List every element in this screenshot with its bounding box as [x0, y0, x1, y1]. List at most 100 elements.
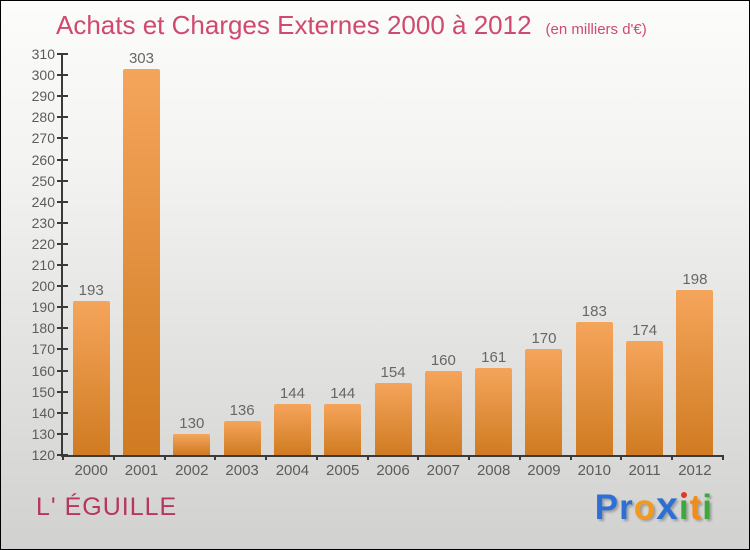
x-tick-label: 2002	[175, 462, 209, 479]
bar	[475, 368, 513, 455]
bar-value-label: 174	[632, 322, 658, 340]
x-tick-label: 2010	[577, 462, 611, 479]
bar-value-label: 303	[128, 49, 154, 67]
bar-slot: 160	[418, 54, 468, 455]
bars-container: 193 303 130 136 144 144 154 160 161 170 183 174 198	[63, 50, 723, 455]
y-tick-label: 160	[31, 362, 55, 379]
x-axis-tick	[214, 455, 217, 460]
bar-value-label: 193	[78, 281, 104, 299]
bar-value-label: 170	[531, 330, 557, 348]
x-axis-tick	[366, 455, 369, 460]
x-axis-tick	[569, 455, 572, 460]
bar	[223, 421, 261, 455]
bar	[173, 433, 211, 455]
commune-name: L' ÉGUILLE	[36, 493, 178, 521]
x-axis-tick	[417, 455, 420, 460]
y-tick-label: 200	[31, 278, 55, 295]
chart-title: Achats et Charges Externes 2000 à 2012	[56, 10, 532, 40]
y-axis-tick	[57, 327, 68, 330]
x-axis-tick	[468, 455, 471, 460]
x-tick-label: 2003	[225, 462, 259, 479]
logo-letter: i	[702, 488, 713, 527]
y-axis-tick	[57, 390, 68, 393]
x-axis-tick	[722, 455, 724, 460]
bar	[72, 300, 110, 455]
y-axis-tick	[57, 285, 68, 288]
bar-slot: 161	[469, 54, 519, 455]
bar-slot: 144	[267, 54, 317, 455]
bar	[575, 322, 613, 455]
bar-value-label: 136	[229, 402, 255, 420]
chart-subtitle: (en milliers d'€)	[545, 21, 647, 38]
bar-value-label: 161	[481, 349, 507, 367]
logo-letter: ı	[678, 488, 690, 527]
x-axis-tick	[315, 455, 318, 460]
y-tick-label: 210	[31, 257, 55, 274]
bar	[525, 349, 563, 455]
x-tick-label: 2004	[275, 462, 310, 479]
bar	[324, 404, 362, 455]
y-axis-tick	[57, 53, 68, 55]
x-tick-label: 2008	[476, 462, 511, 479]
y-axis-tick	[57, 411, 68, 414]
logo-i-dot	[681, 492, 688, 498]
bar-chart-plot: 193 303 130 136 144 144 154 160 161 170 183 174 198 …	[32, 46, 724, 479]
y-tick-label: 300	[31, 67, 55, 84]
y-tick-label: 270	[31, 130, 55, 147]
x-axis-tick	[518, 455, 521, 460]
bar-value-label: 154	[380, 364, 406, 382]
x-axis-tick	[265, 455, 268, 460]
bar	[676, 290, 714, 455]
x-axis-tick	[112, 455, 115, 460]
x-tick-label: 2001	[124, 462, 159, 479]
bar	[122, 68, 160, 455]
bar-value-label: 144	[330, 385, 356, 403]
y-tick-label: 170	[31, 341, 55, 358]
y-axis-tick	[57, 95, 68, 98]
bar-value-label: 183	[581, 303, 607, 321]
bar-value-label: 130	[179, 414, 205, 432]
y-tick-label: 140	[31, 404, 55, 421]
y-axis-tick	[57, 74, 68, 77]
bar	[424, 370, 462, 455]
logo-letter: P	[594, 488, 620, 527]
x-tick-label: 2011	[628, 462, 661, 479]
bar-slot: 136	[217, 54, 267, 455]
x-tick-label: 2012	[678, 462, 712, 479]
chart-header: Achats et Charges Externes 2000 à 2012 (…	[56, 10, 647, 41]
y-axis-tick	[57, 116, 68, 119]
bar-value-label: 144	[279, 385, 305, 403]
x-tick-label: 2000	[74, 462, 108, 479]
y-tick-label: 150	[31, 383, 55, 400]
bar	[273, 404, 311, 455]
y-tick-label: 250	[31, 172, 55, 189]
y-tick-label: 130	[31, 425, 55, 442]
y-axis-tick	[57, 264, 68, 267]
y-tick-label: 230	[31, 214, 55, 231]
x-axis-tick	[620, 455, 623, 460]
bar-slot: 193	[66, 54, 116, 455]
bar-slot: 303	[116, 50, 166, 455]
bar-slot: 170	[519, 54, 569, 455]
bar-slot: 174	[619, 54, 669, 455]
bar-slot: 130	[167, 54, 217, 455]
y-axis-tick	[57, 242, 68, 245]
y-tick-label: 310	[31, 46, 55, 62]
logo-x-glyph: x	[656, 485, 679, 528]
y-axis-tick	[57, 179, 68, 182]
y-axis-tick	[57, 432, 68, 435]
proxiti-logo[interactable]: Proxı ti	[595, 485, 713, 529]
x-axis-tick	[163, 455, 166, 460]
y-axis-tick	[57, 369, 68, 372]
y-tick-label: 120	[31, 447, 55, 463]
x-tick-label: 2007	[426, 462, 461, 479]
logo-letter: t	[689, 488, 703, 527]
x-tick-label: 2005	[326, 462, 360, 479]
x-tick-label: 2006	[376, 462, 410, 479]
bar-value-label: 198	[682, 271, 708, 289]
bar-slot: 183	[569, 54, 619, 455]
x-axis-labels: 2000 2001 2002 2003 2004 2005 2006 2007 2008 2009…	[63, 462, 723, 479]
y-tick-label: 240	[31, 193, 55, 210]
logo-letter: r	[619, 488, 634, 527]
